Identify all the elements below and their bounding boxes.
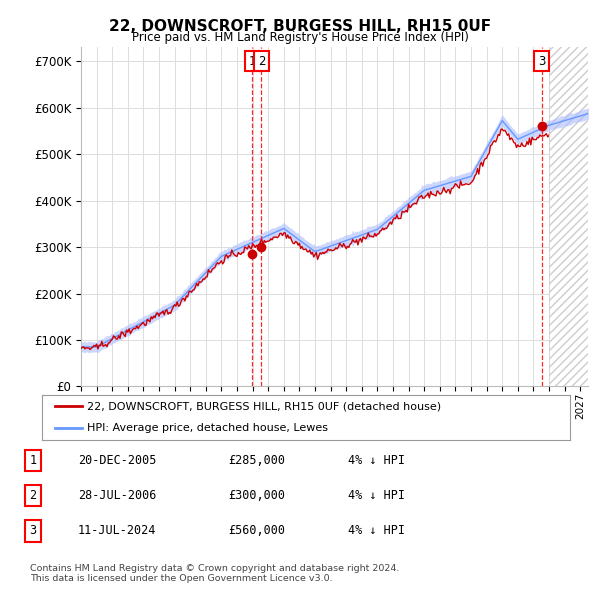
Text: 3: 3 [538, 55, 545, 68]
Text: 4% ↓ HPI: 4% ↓ HPI [348, 454, 405, 467]
Text: 20-DEC-2005: 20-DEC-2005 [78, 454, 157, 467]
Text: £300,000: £300,000 [228, 489, 285, 502]
Text: Price paid vs. HM Land Registry's House Price Index (HPI): Price paid vs. HM Land Registry's House … [131, 31, 469, 44]
Text: 11-JUL-2024: 11-JUL-2024 [78, 525, 157, 537]
Text: £285,000: £285,000 [228, 454, 285, 467]
Text: 22, DOWNSCROFT, BURGESS HILL, RH15 0UF (detached house): 22, DOWNSCROFT, BURGESS HILL, RH15 0UF (… [87, 401, 441, 411]
Text: 3: 3 [29, 525, 37, 537]
Text: 22, DOWNSCROFT, BURGESS HILL, RH15 0UF: 22, DOWNSCROFT, BURGESS HILL, RH15 0UF [109, 19, 491, 34]
Text: 28-JUL-2006: 28-JUL-2006 [78, 489, 157, 502]
Text: £560,000: £560,000 [228, 525, 285, 537]
Text: 4% ↓ HPI: 4% ↓ HPI [348, 525, 405, 537]
Text: HPI: Average price, detached house, Lewes: HPI: Average price, detached house, Lewe… [87, 424, 328, 434]
Text: 2: 2 [258, 55, 265, 68]
Text: 1: 1 [248, 55, 256, 68]
Text: 1: 1 [29, 454, 37, 467]
Text: Contains HM Land Registry data © Crown copyright and database right 2024.
This d: Contains HM Land Registry data © Crown c… [30, 563, 400, 583]
Text: 4% ↓ HPI: 4% ↓ HPI [348, 489, 405, 502]
Text: 2: 2 [29, 489, 37, 502]
